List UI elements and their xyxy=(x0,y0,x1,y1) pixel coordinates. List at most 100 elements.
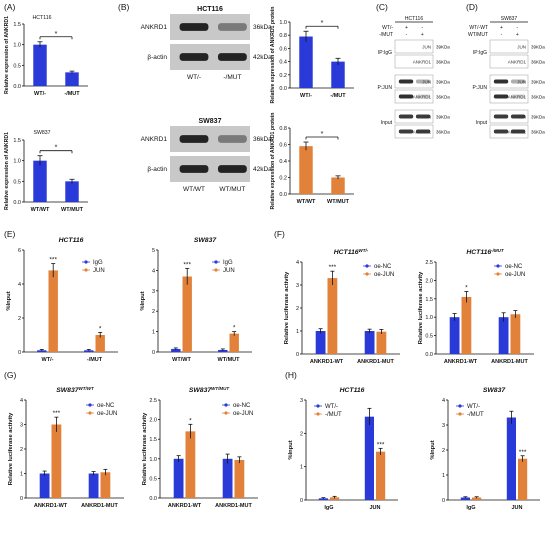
blot-band xyxy=(218,135,247,143)
y-tick-label: 0 xyxy=(20,496,23,502)
y-tick-label: 2.5 xyxy=(149,398,157,404)
bar xyxy=(182,276,192,352)
y-tick-label: 1 xyxy=(300,465,303,471)
coip-band xyxy=(415,129,431,134)
coip-band xyxy=(398,94,414,99)
chart-title-superscript: -/MUT xyxy=(491,248,505,253)
y-axis-label: Relative expression of ANKRD1 xyxy=(4,16,10,94)
sig-label: * xyxy=(465,284,468,291)
x-tick-label: WT/MUT xyxy=(327,199,350,205)
bar xyxy=(498,317,509,354)
legend-marker xyxy=(458,412,462,416)
coip-band xyxy=(398,129,414,134)
legend-marker xyxy=(496,272,500,276)
chart-title: SW837WT/WT xyxy=(56,386,95,395)
y-tick-label: 0.0 xyxy=(149,496,157,502)
x-tick-label: IgG xyxy=(466,505,475,511)
y-tick-label: 3 xyxy=(20,423,23,429)
blot-band xyxy=(179,165,209,173)
grouped-bar-chart: 0 1 2 3 IgG *** JUN WT/- -/MUT HCT116 %Input xyxy=(288,387,398,511)
y-tick-label: 4 xyxy=(442,398,445,404)
x-tick-label: ANKRD1-MUT xyxy=(491,359,528,365)
blot-title: HCT116 xyxy=(197,6,223,13)
blot-row-label: β-actin xyxy=(147,166,167,173)
coip-row-label: JUN xyxy=(422,115,431,120)
coip-kda-label: 39KDa xyxy=(436,45,450,50)
coip-strip xyxy=(394,124,434,139)
coip-band xyxy=(398,79,414,84)
y-axis-label: Relative luciferase activity xyxy=(284,271,290,344)
y-tick-label: 4 xyxy=(18,282,21,288)
blot-lane-label: WT/MUT xyxy=(219,186,245,193)
bar xyxy=(222,458,233,498)
x-tick-label: JUN xyxy=(511,505,522,511)
legend-entry: IgG xyxy=(223,260,233,266)
coip-header-sign: - xyxy=(422,25,424,31)
bar xyxy=(171,348,181,352)
legend-entry: -/MUT xyxy=(325,412,342,418)
chart-title-superscript: WT/MUT xyxy=(211,386,230,391)
blot-band xyxy=(218,165,247,173)
grouped-bar-chart: 0 1 2 3 4 *** ANKRD1-WT ANKRD1-MUT oe-NC oe-JUN HC… xyxy=(284,248,400,365)
coip-strip xyxy=(489,89,529,104)
x-tick-label: JUN xyxy=(369,505,380,511)
legend-marker xyxy=(224,411,228,415)
x-tick-label: WT/- xyxy=(300,93,312,99)
panel-label: (G) xyxy=(4,370,16,380)
y-axis-label: %Input xyxy=(430,440,436,459)
y-tick-label: 2.0 xyxy=(425,278,433,284)
coip-row-label: JUN xyxy=(422,80,431,85)
y-axis-label: %Input xyxy=(6,291,12,310)
bar xyxy=(315,331,326,354)
panel-label: (H) xyxy=(285,370,297,380)
bar xyxy=(461,296,472,354)
bar xyxy=(364,416,374,500)
coip-strip xyxy=(394,89,434,104)
blot-kda-label: 36kDa xyxy=(253,24,272,31)
x-tick-label: -/MUT xyxy=(330,93,346,99)
y-tick-label: 1.0 xyxy=(279,20,287,26)
blot-title: SW837 xyxy=(199,118,222,125)
coip-header-sign: + xyxy=(516,32,519,38)
x-tick-label: WT/WT xyxy=(31,207,50,213)
legend-marker xyxy=(84,260,88,264)
bar xyxy=(88,473,99,498)
y-tick-label: 3 xyxy=(152,289,155,295)
sig-label: *** xyxy=(53,410,61,417)
coip-row-label: ANKRD1 xyxy=(413,60,432,65)
sig-label: *** xyxy=(329,264,337,271)
y-tick-label: 0.0 xyxy=(425,352,433,358)
coip-row-label: JUN xyxy=(422,45,431,50)
legend-marker xyxy=(458,404,462,408)
legend-marker xyxy=(316,404,320,408)
y-tick-label: 1 xyxy=(20,472,23,478)
legend-entry: oe-NC xyxy=(233,403,251,409)
y-tick-label: 0.5 xyxy=(13,179,21,185)
bar xyxy=(173,458,184,498)
coip-kda-label: 36KDa xyxy=(531,60,545,65)
bar xyxy=(65,72,79,86)
blot-row-label: ANKRD1 xyxy=(141,24,168,31)
blot-lane-label: -/MUT xyxy=(223,74,241,81)
y-tick-label: 0.6 xyxy=(279,46,287,52)
panel-label: (E) xyxy=(4,229,16,239)
coip-title: HCT116 xyxy=(405,16,423,22)
sig-label: * xyxy=(321,131,324,138)
coip-header-label: WT/-WT xyxy=(469,25,488,31)
coip-header-sign: + xyxy=(405,25,408,31)
coip-header-sign: + xyxy=(500,25,503,31)
coip-band xyxy=(493,129,509,134)
y-tick-label: 2 xyxy=(442,448,445,454)
grouped-bar-chart: 0 2 4 6 *** WT/- * -/MUT IgG JUN HCT116 %Input xyxy=(6,237,118,363)
coip-kda-label: 39KDa xyxy=(436,115,450,120)
sig-label: * xyxy=(99,325,102,332)
bar xyxy=(518,458,528,500)
legend-marker xyxy=(84,268,88,272)
legend-entry: IgG xyxy=(93,260,103,266)
sig-label: * xyxy=(233,325,236,332)
blot-lane-label: WT/WT xyxy=(183,186,205,193)
y-axis-label: %Input xyxy=(288,440,294,459)
y-tick-label: 3 xyxy=(300,398,303,404)
bar xyxy=(65,181,79,202)
y-tick-label: 0.8 xyxy=(279,126,287,132)
